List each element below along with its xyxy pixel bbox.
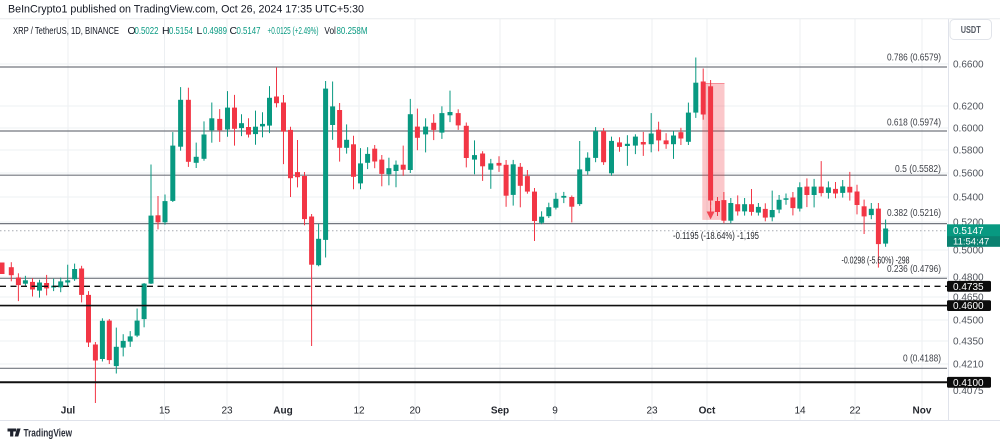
- svg-text:-0.1195 (-18.64%) -1,195: -0.1195 (-18.64%) -1,195: [673, 231, 759, 242]
- svg-text:0.4600: 0.4600: [953, 301, 984, 312]
- svg-text:USDT: USDT: [961, 25, 981, 36]
- svg-text:0.4989: 0.4989: [203, 25, 227, 37]
- svg-text:TradingView: TradingView: [24, 428, 73, 440]
- svg-text:0.5000: 0.5000: [953, 246, 984, 257]
- svg-text:-0.0298 (-5.60%) -298: -0.0298 (-5.60%) -298: [842, 256, 910, 267]
- svg-text:0.4210: 0.4210: [953, 360, 984, 371]
- svg-text:C: C: [230, 25, 238, 37]
- svg-text:0.5147: 0.5147: [953, 226, 984, 237]
- svg-text:0 (0.4188): 0 (0.4188): [903, 353, 941, 365]
- svg-text:H: H: [162, 25, 170, 37]
- svg-text:0.5147: 0.5147: [237, 25, 261, 37]
- svg-text:22: 22: [849, 406, 861, 417]
- svg-text:0.5600: 0.5600: [953, 169, 984, 180]
- svg-text:Oct: Oct: [699, 406, 716, 417]
- svg-text:Jul: Jul: [61, 406, 76, 417]
- svg-text:L: L: [197, 25, 203, 37]
- svg-text:0.6000: 0.6000: [953, 124, 984, 135]
- svg-text:0.4800: 0.4800: [953, 273, 984, 284]
- svg-text:O: O: [128, 25, 136, 37]
- svg-text:0.4075: 0.4075: [953, 386, 984, 397]
- svg-text:12: 12: [353, 406, 365, 417]
- svg-text:0.6200: 0.6200: [953, 102, 984, 113]
- svg-text:9: 9: [552, 406, 558, 417]
- svg-text:+0.0125 (+2.49%): +0.0125 (+2.49%): [268, 25, 319, 37]
- svg-text:0.5022: 0.5022: [135, 25, 159, 37]
- svg-text:15: 15: [159, 406, 171, 417]
- svg-text:BeInCrypto1 published on Tradi: BeInCrypto1 published on TradingView.com…: [8, 4, 364, 16]
- svg-text:Vol: Vol: [324, 25, 336, 37]
- svg-text:0.236 (0.4796): 0.236 (0.4796): [887, 263, 941, 275]
- svg-text:0.5400: 0.5400: [953, 193, 984, 204]
- svg-text:0.4650: 0.4650: [953, 293, 984, 304]
- svg-text:Sep: Sep: [491, 406, 509, 417]
- svg-text:0.5800: 0.5800: [953, 146, 984, 157]
- svg-text:0.4350: 0.4350: [953, 337, 984, 348]
- svg-text:0.4100: 0.4100: [953, 378, 984, 389]
- svg-text:0.618 (0.5974): 0.618 (0.5974): [887, 117, 941, 129]
- svg-text:0.382 (0.5216): 0.382 (0.5216): [887, 207, 941, 219]
- svg-text:0.5 (0.5582): 0.5 (0.5582): [895, 163, 941, 175]
- svg-text:0.5200: 0.5200: [953, 218, 984, 229]
- svg-text:11:54:47: 11:54:47: [953, 236, 989, 247]
- svg-text:Nov: Nov: [913, 406, 932, 417]
- svg-text:23: 23: [646, 406, 658, 417]
- svg-text:Aug: Aug: [273, 406, 292, 417]
- svg-text:20: 20: [409, 406, 421, 417]
- svg-text:14: 14: [794, 406, 806, 417]
- svg-text:0.6600: 0.6600: [953, 60, 984, 71]
- svg-text:0.4735: 0.4735: [953, 282, 984, 293]
- svg-text:23: 23: [221, 406, 233, 417]
- svg-text:0.786 (0.6579): 0.786 (0.6579): [887, 52, 941, 64]
- svg-text:XRP / TetherUS, 1D, BINANCE: XRP / TetherUS, 1D, BINANCE: [13, 25, 119, 37]
- svg-text:0.5154: 0.5154: [169, 25, 193, 37]
- svg-text:80.258M: 80.258M: [337, 25, 368, 37]
- svg-text:0.4500: 0.4500: [953, 316, 984, 327]
